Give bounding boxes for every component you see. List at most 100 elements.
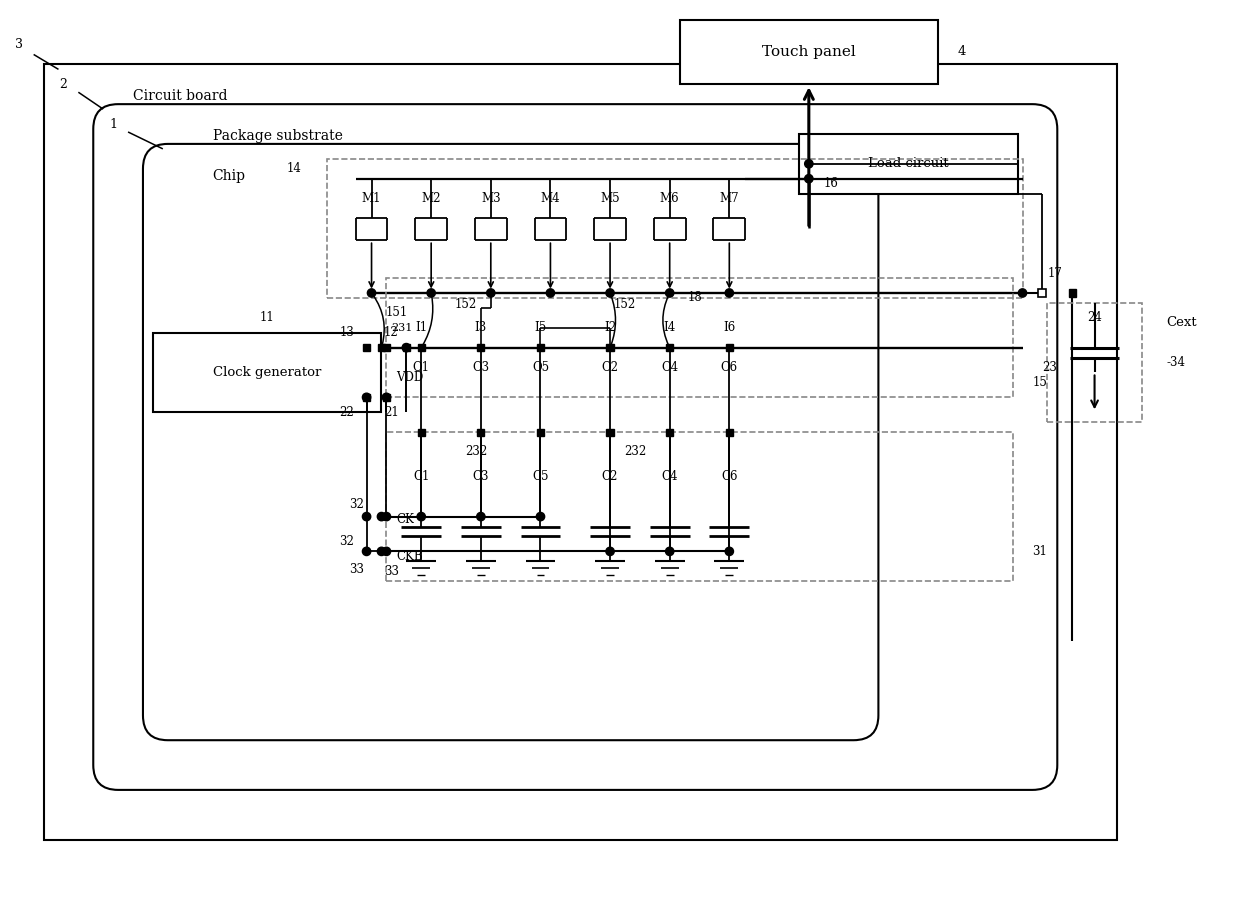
Text: 3: 3 bbox=[15, 38, 22, 51]
Text: M5: M5 bbox=[600, 192, 620, 205]
Bar bbox=[403, 344, 410, 351]
Text: Circuit board: Circuit board bbox=[133, 89, 227, 103]
Text: -34: -34 bbox=[1167, 356, 1185, 369]
Bar bbox=[537, 344, 544, 351]
Bar bbox=[680, 20, 937, 84]
Bar bbox=[606, 428, 614, 436]
Circle shape bbox=[486, 289, 495, 297]
Text: 18: 18 bbox=[687, 291, 702, 305]
Text: I4: I4 bbox=[663, 321, 676, 335]
Text: 31: 31 bbox=[1033, 545, 1048, 557]
Bar bbox=[606, 344, 614, 351]
Bar bbox=[725, 344, 733, 351]
Text: Cext: Cext bbox=[1167, 317, 1198, 329]
Text: M6: M6 bbox=[660, 192, 680, 205]
Text: 16: 16 bbox=[823, 177, 838, 190]
Bar bbox=[418, 344, 425, 351]
Text: 11: 11 bbox=[260, 311, 274, 325]
Text: M1: M1 bbox=[362, 192, 381, 205]
Circle shape bbox=[725, 289, 734, 297]
Circle shape bbox=[382, 393, 391, 401]
Circle shape bbox=[362, 512, 371, 520]
Text: O1: O1 bbox=[413, 361, 430, 374]
Circle shape bbox=[417, 512, 425, 520]
Circle shape bbox=[377, 512, 386, 520]
Circle shape bbox=[367, 289, 376, 297]
Bar bbox=[387, 278, 1013, 398]
Text: O5: O5 bbox=[532, 361, 549, 374]
Circle shape bbox=[725, 548, 734, 556]
Bar bbox=[666, 428, 673, 436]
Text: 22: 22 bbox=[340, 406, 355, 419]
Text: 2: 2 bbox=[60, 78, 67, 91]
Text: 23: 23 bbox=[1043, 361, 1058, 374]
Bar bbox=[363, 394, 371, 400]
Text: CKB: CKB bbox=[397, 550, 423, 563]
Text: 14: 14 bbox=[288, 162, 303, 175]
Text: 32: 32 bbox=[340, 535, 355, 548]
Text: M4: M4 bbox=[541, 192, 560, 205]
Text: 24: 24 bbox=[1087, 311, 1102, 325]
Text: 32: 32 bbox=[350, 498, 365, 511]
Text: 232: 232 bbox=[624, 446, 646, 458]
Bar bbox=[43, 64, 1117, 840]
Circle shape bbox=[666, 289, 673, 297]
Text: C6: C6 bbox=[722, 470, 738, 483]
Circle shape bbox=[382, 512, 391, 520]
Text: I6: I6 bbox=[723, 321, 735, 335]
Text: 17: 17 bbox=[1048, 267, 1063, 280]
Text: M2: M2 bbox=[422, 192, 441, 205]
Text: O4: O4 bbox=[661, 361, 678, 374]
Circle shape bbox=[476, 512, 485, 520]
Circle shape bbox=[805, 174, 813, 183]
Bar bbox=[383, 394, 391, 400]
Bar bbox=[1038, 289, 1047, 297]
Text: C4: C4 bbox=[661, 470, 678, 483]
Text: CK: CK bbox=[397, 513, 414, 526]
Circle shape bbox=[537, 512, 544, 520]
Text: 4: 4 bbox=[959, 45, 966, 59]
Text: 1: 1 bbox=[109, 117, 117, 131]
Circle shape bbox=[427, 289, 435, 297]
Text: 21: 21 bbox=[384, 406, 399, 419]
Text: I5: I5 bbox=[534, 321, 547, 335]
Bar bbox=[383, 344, 391, 351]
Bar bbox=[153, 333, 382, 412]
Circle shape bbox=[666, 548, 673, 556]
Text: I3: I3 bbox=[475, 321, 487, 335]
Text: M3: M3 bbox=[481, 192, 501, 205]
Bar bbox=[725, 428, 733, 436]
Text: C1: C1 bbox=[413, 470, 429, 483]
Bar bbox=[477, 428, 485, 436]
Bar bbox=[1048, 303, 1142, 422]
Bar bbox=[477, 344, 485, 351]
Circle shape bbox=[606, 289, 614, 297]
Text: 33: 33 bbox=[350, 563, 365, 575]
Bar bbox=[537, 428, 544, 436]
Bar bbox=[666, 344, 673, 351]
Text: 152: 152 bbox=[614, 299, 636, 311]
Text: Clock generator: Clock generator bbox=[213, 366, 321, 379]
Text: 12: 12 bbox=[384, 327, 399, 339]
Bar bbox=[327, 159, 1023, 298]
Text: 13: 13 bbox=[340, 327, 355, 339]
Text: 15: 15 bbox=[1033, 376, 1048, 389]
Text: C5: C5 bbox=[532, 470, 549, 483]
Text: 151: 151 bbox=[386, 307, 408, 319]
Text: M7: M7 bbox=[719, 192, 739, 205]
Circle shape bbox=[402, 344, 410, 352]
Bar bbox=[418, 428, 425, 436]
Text: C3: C3 bbox=[472, 470, 489, 483]
Circle shape bbox=[362, 393, 371, 401]
Circle shape bbox=[1018, 289, 1027, 297]
Bar bbox=[799, 134, 1018, 194]
Circle shape bbox=[362, 548, 371, 556]
Text: Touch panel: Touch panel bbox=[761, 45, 856, 59]
Text: O6: O6 bbox=[720, 361, 738, 374]
Text: 33: 33 bbox=[384, 565, 399, 578]
Text: Load circuit: Load circuit bbox=[868, 157, 949, 170]
Text: VDD: VDD bbox=[397, 371, 424, 384]
Text: 152: 152 bbox=[455, 299, 477, 311]
Text: O3: O3 bbox=[472, 361, 490, 374]
Text: 231: 231 bbox=[392, 323, 413, 333]
